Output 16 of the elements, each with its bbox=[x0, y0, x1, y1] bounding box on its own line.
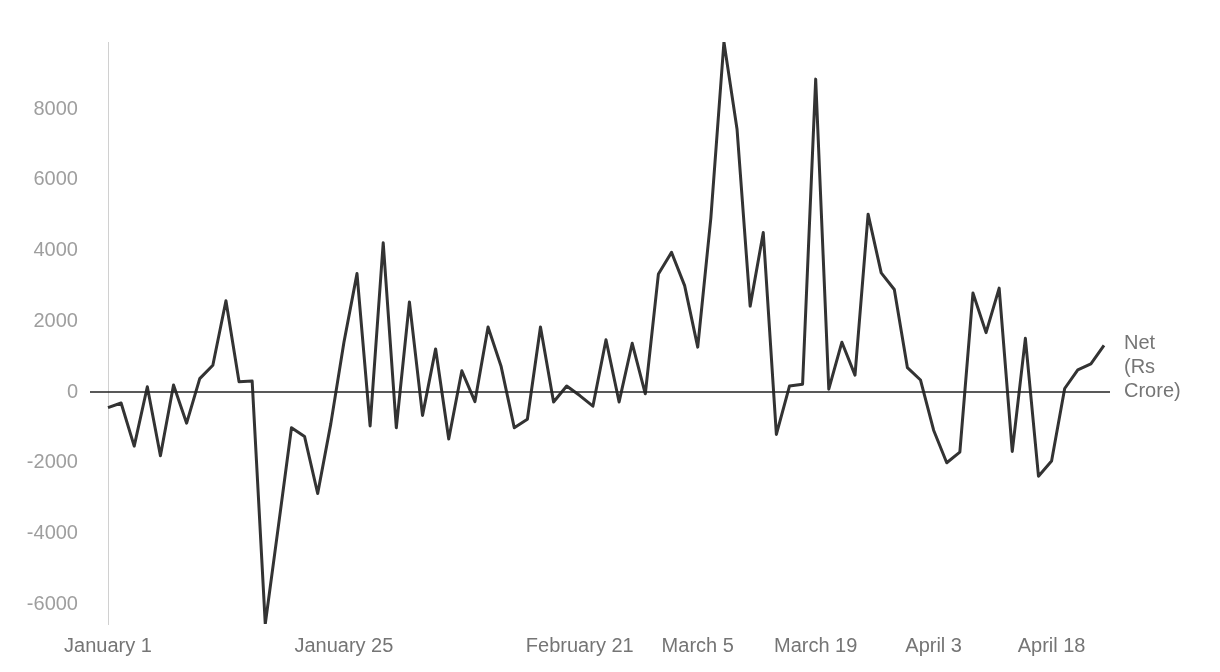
x-tick-label: March 19 bbox=[774, 633, 858, 656]
x-tick-label: April 3 bbox=[905, 633, 962, 656]
x-tick-label: February 21 bbox=[525, 633, 634, 656]
y-tick-label: 4000 bbox=[33, 238, 78, 261]
x-tick-label: March 5 bbox=[661, 633, 734, 656]
x-tick-label: January 25 bbox=[294, 633, 394, 656]
y-tick-label: 2000 bbox=[33, 308, 78, 331]
x-tick-label: April 18 bbox=[1017, 633, 1086, 656]
x-tick-label: January 1 bbox=[64, 633, 152, 656]
y-tick-label: 6000 bbox=[33, 167, 78, 190]
y-tick-label: -4000 bbox=[26, 521, 78, 543]
y-tick-label: 0 bbox=[66, 379, 78, 402]
y-tick-label: -2000 bbox=[26, 450, 78, 473]
y-tick-label: 8000 bbox=[33, 96, 78, 119]
y-tick-label: -6000 bbox=[26, 591, 78, 614]
series-label: Net (Rs Crore) bbox=[1124, 330, 1181, 401]
